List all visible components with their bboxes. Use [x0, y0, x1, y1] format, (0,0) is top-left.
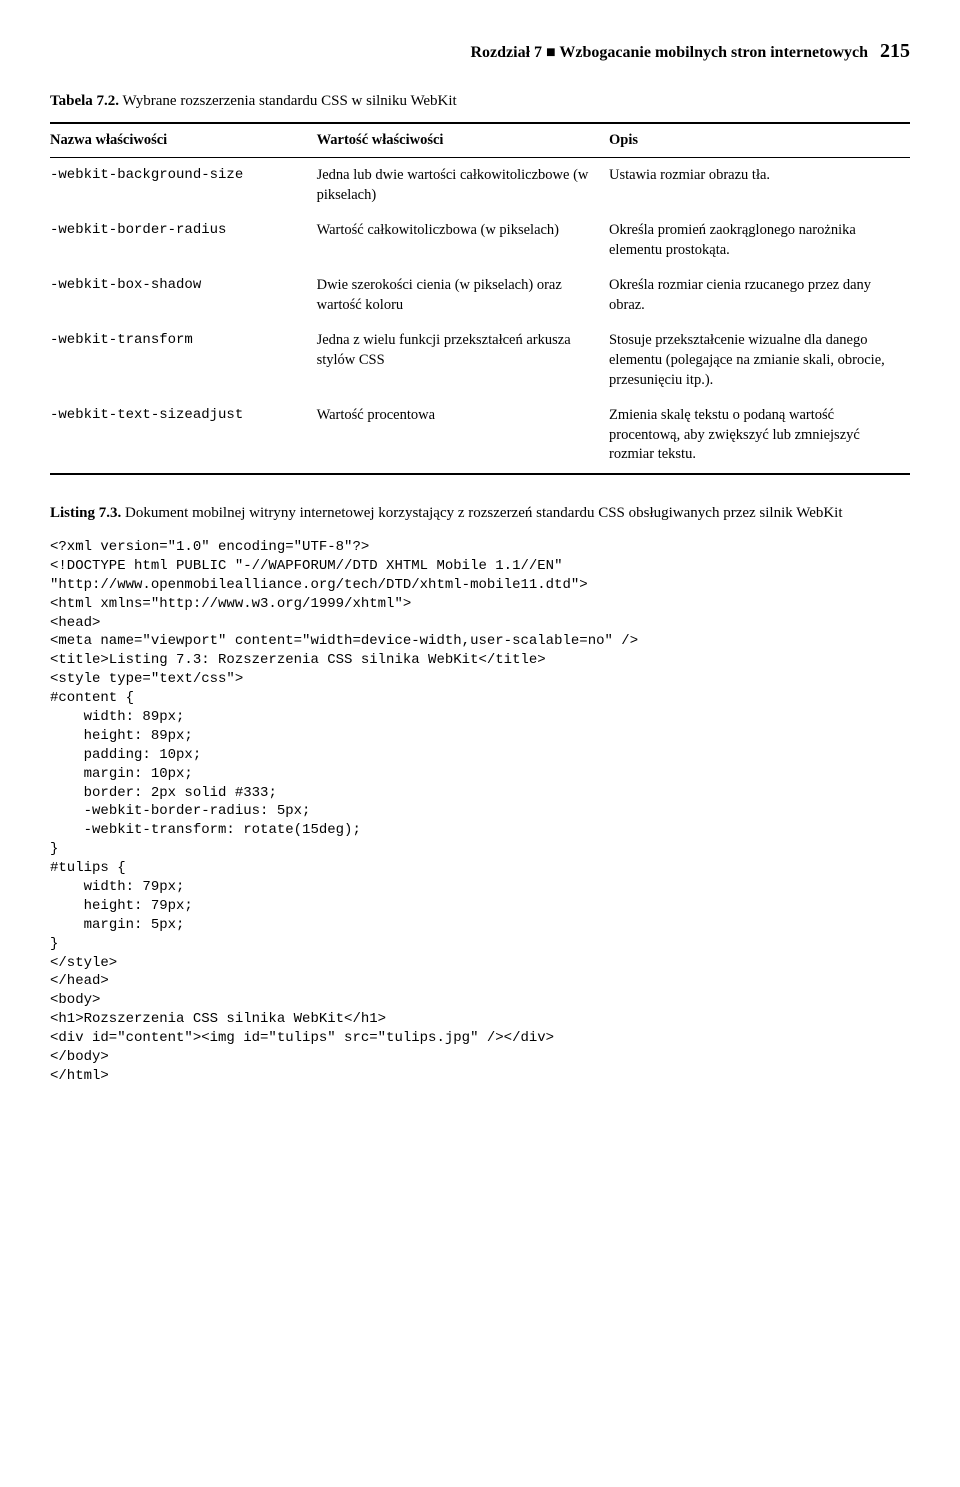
page-number: 215 — [880, 40, 910, 62]
table-caption-label: Tabela 7.2. — [50, 93, 119, 109]
listing-caption-label: Listing 7.3. — [50, 505, 121, 521]
code-listing: <?xml version="1.0" encoding="UTF-8"?> <… — [50, 538, 910, 1086]
table-row: -webkit-background-sizeJedna lub dwie wa… — [50, 158, 910, 214]
property-desc: Określa rozmiar cienia rzucanego przez d… — [609, 268, 910, 323]
page-header: Rozdział 7 ■ Wzbogacanie mobilnych stron… — [50, 40, 910, 63]
property-desc: Stosuje przekształcenie wizualne dla dan… — [609, 323, 910, 398]
header-separator: ■ — [542, 44, 559, 61]
col-header-value: Wartość właściwości — [317, 123, 609, 158]
property-name: -webkit-transform — [50, 323, 317, 398]
property-value: Wartość procentowa — [317, 398, 609, 474]
listing-caption-text: Dokument mobilnej witryny internetowej k… — [121, 505, 842, 521]
chapter-label: Rozdział 7 — [470, 44, 542, 61]
table-row: -webkit-border-radiusWartość całkowitoli… — [50, 213, 910, 268]
col-header-name: Nazwa właściwości — [50, 123, 317, 158]
property-name: -webkit-text-sizeadjust — [50, 398, 317, 474]
col-header-desc: Opis — [609, 123, 910, 158]
property-name: -webkit-border-radius — [50, 213, 317, 268]
chapter-title: Wzbogacanie mobilnych stron internetowyc… — [559, 44, 868, 61]
table-caption-text: Wybrane rozszerzenia standardu CSS w sil… — [119, 93, 457, 109]
listing-caption: Listing 7.3. Dokument mobilnej witryny i… — [50, 503, 910, 523]
table-header-row: Nazwa właściwości Wartość właściwości Op… — [50, 123, 910, 158]
property-value: Dwie szerokości cienia (w pikselach) ora… — [317, 268, 609, 323]
property-value: Jedna lub dwie wartości całkowitoliczbow… — [317, 158, 609, 214]
table-caption: Tabela 7.2. Wybrane rozszerzenia standar… — [50, 93, 910, 110]
property-name: -webkit-background-size — [50, 158, 317, 214]
table-row: -webkit-text-sizeadjustWartość procentow… — [50, 398, 910, 474]
property-value: Wartość całkowitoliczbowa (w pikselach) — [317, 213, 609, 268]
property-desc: Określa promień zaokrąglonego narożnika … — [609, 213, 910, 268]
property-desc: Ustawia rozmiar obrazu tła. — [609, 158, 910, 214]
css-extensions-table: Nazwa właściwości Wartość właściwości Op… — [50, 122, 910, 475]
table-row: -webkit-box-shadowDwie szerokości cienia… — [50, 268, 910, 323]
property-name: -webkit-box-shadow — [50, 268, 317, 323]
property-desc: Zmienia skalę tekstu o podaną wartość pr… — [609, 398, 910, 474]
table-row: -webkit-transformJedna z wielu funkcji p… — [50, 323, 910, 398]
property-value: Jedna z wielu funkcji przekształceń arku… — [317, 323, 609, 398]
